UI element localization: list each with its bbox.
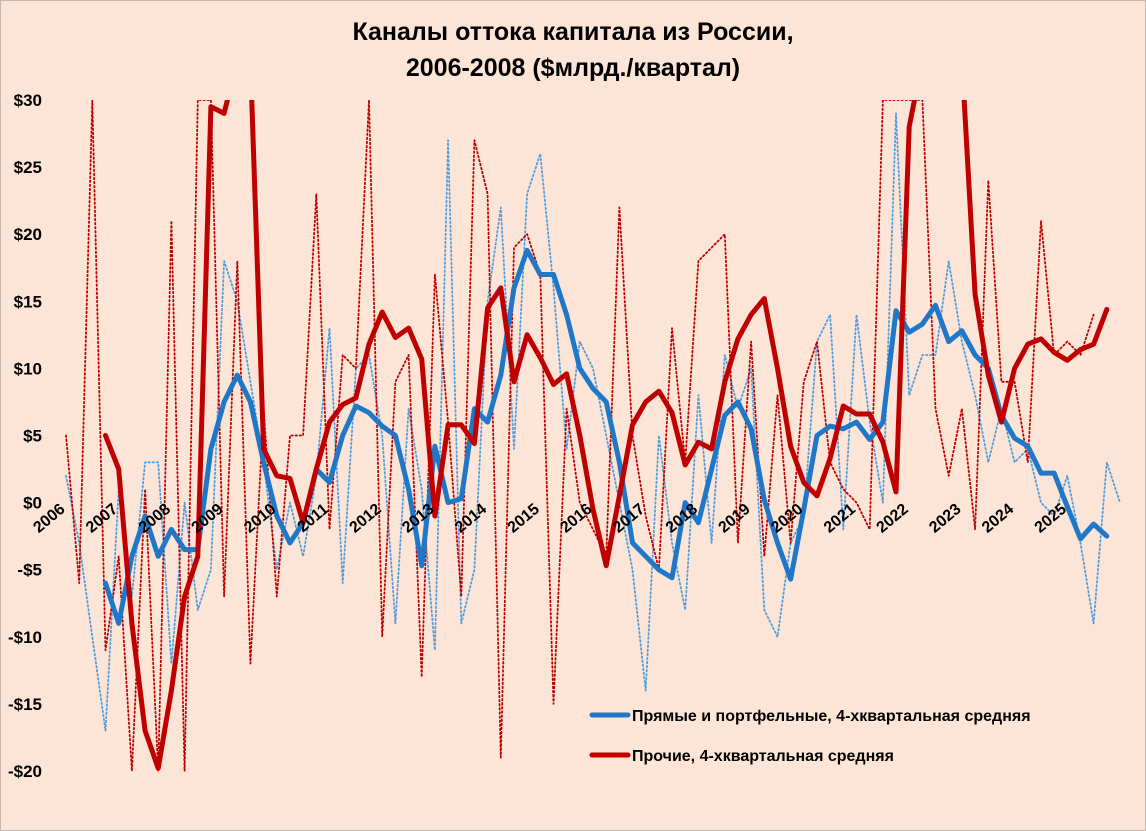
legend-label: Прямые и портфельные, 4-хквартальная сре… [632,708,1031,725]
legend: Прямые и портфельные, 4-хквартальная сре… [589,708,1031,765]
y-axis-labels: $30 $25 $20 $15 $10 $5 $0 -$5 -$10 -$15 -$20 [8,91,42,781]
x-tick-label: 2009 [188,501,226,537]
y-tick-label: -$5 [17,561,42,580]
legend-label: Прочие, 4-хквартальная средняя [632,748,894,765]
y-tick-label: -$15 [8,695,42,714]
series-line-other-quarterly [65,100,1095,772]
x-tick-label: 2025 [1032,501,1070,537]
series-line-direct-portfolio [103,247,1110,626]
x-tick-label: 2012 [347,501,385,537]
y-tick-label: $15 [14,292,42,311]
y-tick-label: -$20 [8,762,42,781]
x-tick-label: 2023 [926,501,964,537]
chart-title-block: Каналы оттока капитала из России, 2006-2… [0,14,1146,86]
y-tick-label: $5 [23,427,42,446]
x-tick-label: 2022 [874,501,912,537]
x-tick-label: 2019 [715,501,753,537]
x-tick-label: 2021 [821,501,859,537]
x-tick-label: 2015 [505,501,543,537]
series-line-direct-portfolio-quarterly [65,112,1121,732]
x-tick-label: 2024 [979,501,1017,537]
y-tick-label: $20 [14,225,42,244]
y-tick-label: -$10 [8,628,42,647]
y-tick-label: $30 [14,91,42,110]
y-tick-label: $25 [14,158,42,177]
series-line-other [103,100,1110,771]
chart-title: Каналы оттока капитала из России, [352,18,794,46]
y-tick-label: $0 [23,494,42,513]
y-tick-label: $10 [14,359,42,378]
series-layer [65,100,1121,772]
chart-subtitle: 2006-2008 ($млрд./квартал) [405,54,741,82]
